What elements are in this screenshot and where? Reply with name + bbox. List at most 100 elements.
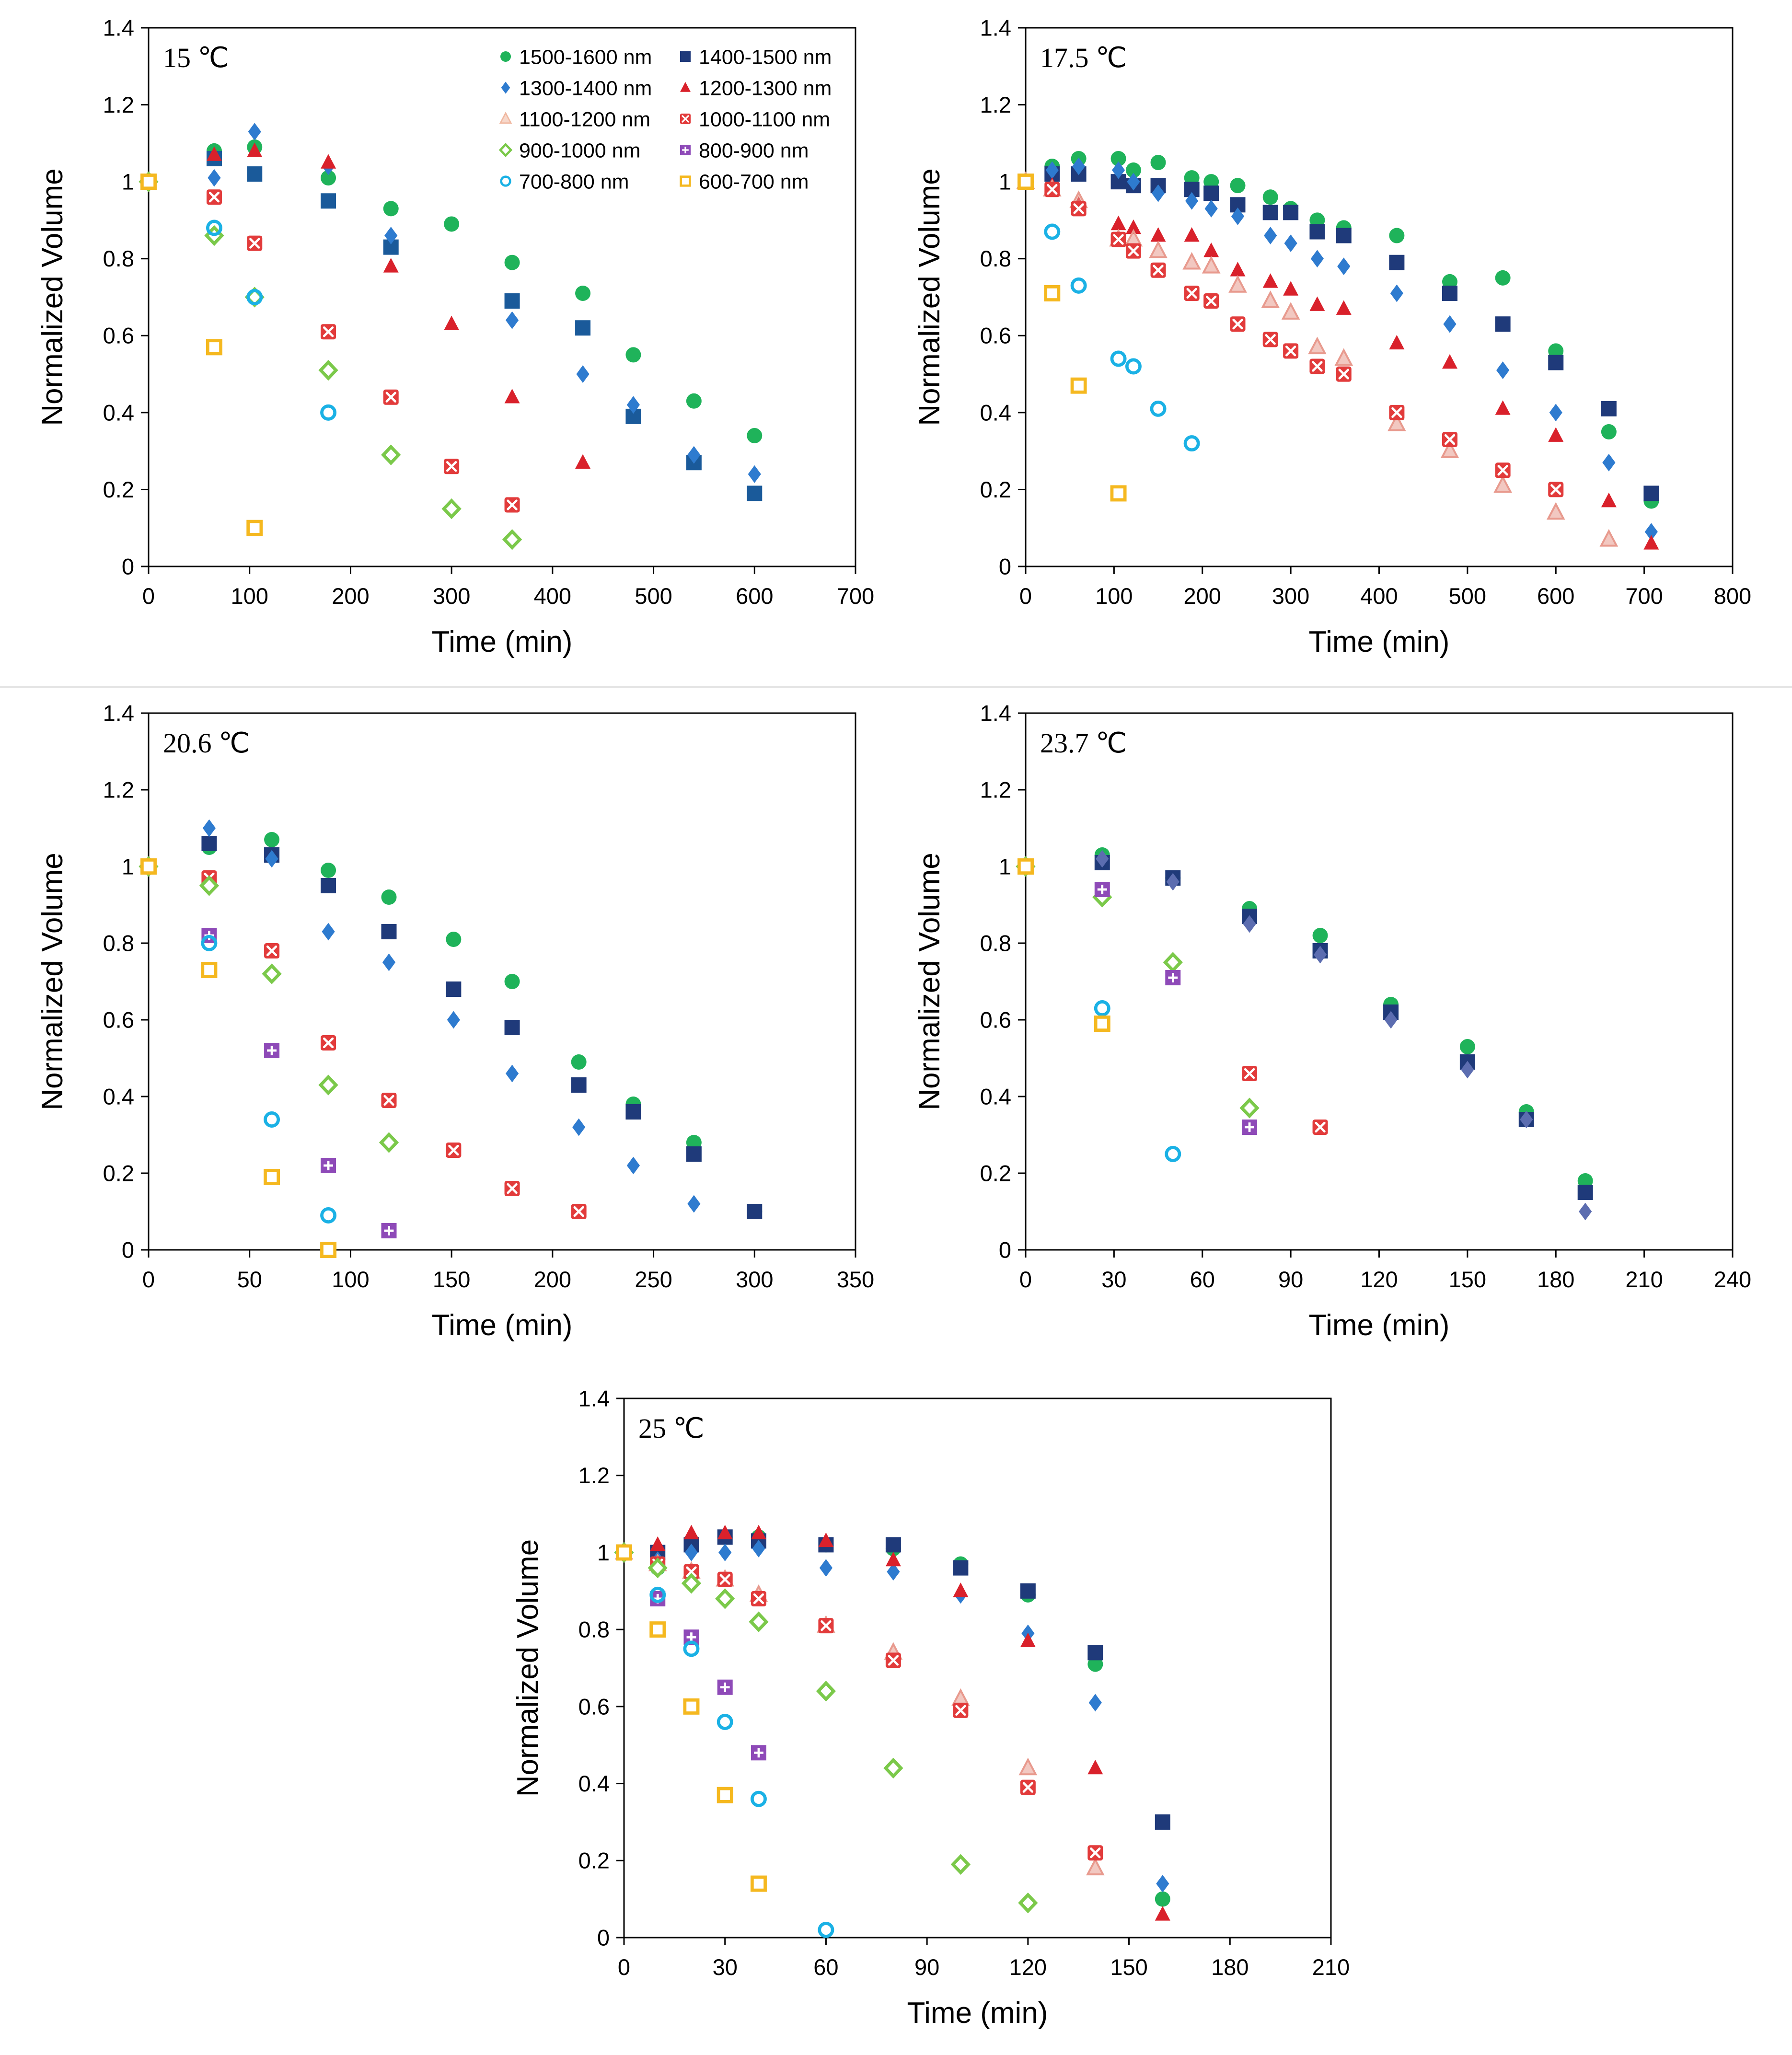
data-point (953, 1560, 969, 1576)
data-point (1312, 1120, 1328, 1135)
x-tick-label: 150 (1110, 1954, 1147, 1980)
data-point (683, 1640, 700, 1657)
data-point (752, 1539, 765, 1558)
data-point (264, 1169, 280, 1185)
y-tick-label: 0.2 (980, 1160, 1011, 1186)
data-point (381, 1093, 397, 1108)
x-axis-label: Time (min) (1309, 625, 1450, 658)
legend-item-1100-1200-nm: 1100-1200 nm (499, 108, 650, 131)
y-tick-label: 1.4 (578, 1385, 610, 1411)
data-point (247, 142, 263, 157)
data-point (321, 863, 336, 878)
data-point (1150, 262, 1166, 278)
chart-panel-2: 0 0.2 0.4 0.6 0.8 1 1.2 1.4 0 100 200 300 400 500 600 7… (913, 15, 1751, 658)
plot-frame (1025, 712, 1734, 1251)
data-point (1110, 231, 1126, 247)
data-point (1442, 274, 1457, 289)
data-point (381, 924, 397, 939)
data-point (1203, 242, 1219, 257)
x-tick-label: 180 (1537, 1267, 1574, 1292)
data-point (321, 324, 336, 340)
data-point (504, 389, 520, 404)
x-tick-label: 90 (1278, 1267, 1303, 1292)
plot-frame (623, 1397, 1332, 1939)
data-point (1184, 227, 1200, 242)
y-tick-label: 1 (999, 854, 1011, 879)
data-point (1166, 873, 1179, 891)
y-tick-label: 1 (999, 169, 1011, 195)
data-point (321, 878, 336, 893)
x-tick-label: 600 (1537, 583, 1574, 609)
data-point (1183, 435, 1200, 452)
data-point (1044, 182, 1060, 197)
data-point (206, 189, 222, 205)
series-1400-1500-nm (141, 836, 763, 1219)
data-point (571, 1054, 587, 1070)
series-1000-1100-nm (141, 174, 520, 513)
data-point (1442, 354, 1457, 369)
data-point (1384, 1011, 1398, 1029)
x-tick-label: 0 (618, 1954, 630, 1980)
data-point (1020, 1583, 1036, 1599)
data-point (384, 227, 398, 244)
data-point (887, 1563, 900, 1581)
data-point (1150, 400, 1167, 417)
series-600-700-nm (140, 173, 263, 536)
data-point (444, 216, 460, 232)
y-tick-label: 1.2 (103, 777, 134, 802)
y-tick-label: 1.4 (103, 15, 134, 40)
y-tick-label: 0 (122, 1237, 134, 1262)
y-tick-label: 0.8 (980, 246, 1011, 271)
data-point (575, 454, 591, 469)
series-1300-1400-nm (1019, 157, 1658, 541)
series-600-700-nm (140, 858, 337, 1258)
data-point (1018, 1893, 1038, 1914)
data-point (687, 446, 701, 464)
legend-item-1500-1600-nm: 1500-1600 nm (500, 46, 652, 69)
data-point (1337, 257, 1351, 276)
x-tick-label: 100 (1095, 583, 1133, 609)
data-point (1165, 1146, 1181, 1162)
data-point (1495, 462, 1511, 478)
y-tick-label: 0.8 (980, 930, 1011, 956)
data-point (747, 428, 763, 444)
legend-marker (500, 175, 511, 187)
legend-item-1300-1400-nm: 1300-1400 nm (501, 77, 652, 100)
data-point (1643, 485, 1659, 501)
legend-label: 1300-1400 nm (519, 77, 652, 100)
data-point (1459, 1039, 1475, 1054)
data-point (1495, 400, 1511, 415)
data-point (1020, 1779, 1036, 1795)
series-700-800-nm (140, 173, 337, 421)
y-tick-label: 0.8 (103, 930, 134, 956)
data-point (1110, 150, 1126, 166)
data-point (504, 497, 520, 513)
series-1500-1600-nm (616, 1529, 1170, 1907)
x-axis-label: Time (min) (907, 1997, 1048, 2030)
legend-marker (500, 51, 511, 62)
data-point (683, 1564, 699, 1580)
data-point (1496, 361, 1510, 379)
y-tick-label: 1.2 (980, 92, 1011, 117)
data-point (575, 285, 591, 301)
chart-panel-1: 0 0.2 0.4 0.6 0.8 1 1.2 1.4 0 100 200 300 400 500 600 7… (36, 15, 874, 658)
chart-panel-5: 0 0.2 0.4 0.6 0.8 1 1.2 1.4 0 30 60 90 120 150 180 210 T… (511, 1385, 1350, 2030)
series-1000-1100-nm (141, 859, 587, 1219)
x-tick-label: 800 (1714, 583, 1751, 609)
legend-label: 1400-1500 nm (699, 46, 832, 69)
data-point (1546, 502, 1565, 520)
x-tick-label: 60 (813, 1954, 838, 1980)
data-point (1389, 335, 1405, 350)
x-tick-label: 30 (1101, 1267, 1126, 1292)
data-point (320, 1207, 337, 1224)
data-point (751, 1591, 766, 1606)
data-point (1045, 161, 1059, 179)
data-point (571, 1077, 587, 1093)
data-point (1601, 401, 1617, 416)
data-point (504, 1020, 520, 1035)
data-point (1283, 281, 1299, 296)
y-tick-label: 0 (999, 554, 1011, 579)
data-point (1072, 157, 1086, 175)
data-point (1017, 858, 1034, 875)
data-point (444, 459, 460, 474)
